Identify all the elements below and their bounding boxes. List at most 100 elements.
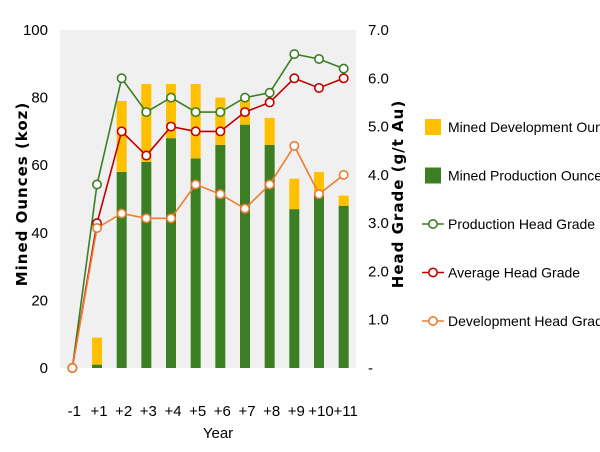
point-average-grade-5: [190, 126, 201, 137]
point-development-grade-3: [141, 213, 152, 224]
bar-production-8: [264, 144, 275, 368]
point-production-grade-4: [166, 92, 177, 103]
point-production-grade-8: [264, 87, 275, 98]
point-development-grade-8: [264, 179, 275, 190]
bar-production-2: [116, 171, 127, 368]
legend-label: Mined Production Ounces: [448, 168, 600, 184]
y-right-tick-label: 1.0: [368, 312, 389, 329]
point-average-grade-6: [215, 126, 226, 137]
y-right-tick-label: 2.0: [368, 263, 389, 280]
point-average-grade-10: [313, 82, 324, 93]
y-right-tick-label: -: [368, 360, 373, 377]
y-left-tick-label: 80: [31, 90, 48, 107]
point-development-grade-6: [215, 189, 226, 200]
point-average-grade-11: [338, 73, 349, 84]
bar-production-1: [92, 364, 102, 368]
point-average-grade-8: [264, 97, 275, 108]
bar-development-8: [264, 117, 275, 145]
x-tick-label: -1: [68, 403, 81, 420]
y-right-tick-label: 7.0: [368, 22, 389, 39]
lines-layer: [67, 49, 349, 373]
x-axis-title: Year: [203, 425, 233, 442]
point-average-grade-3: [141, 150, 152, 161]
y-left-tick-label: 60: [31, 157, 48, 174]
legend-label: Average Head Grade: [448, 265, 580, 281]
plot-background: [60, 30, 356, 368]
x-tick-label: +3: [140, 403, 157, 420]
point-average-grade-2: [116, 126, 127, 137]
y-left-tick-label: 100: [23, 22, 48, 39]
legend: Mined Development Ounces Mined Production…: [422, 119, 600, 329]
bar-production-4: [166, 138, 176, 368]
y-left-tick-label: 20: [31, 292, 48, 309]
bar-development-4: [166, 84, 176, 139]
legend-swatch: [425, 119, 441, 135]
y-right-tick-label: 3.0: [368, 215, 389, 232]
legend-swatch: [425, 167, 441, 184]
bar-production-5: [190, 158, 201, 368]
legend-label: Mined Development Ounces: [448, 119, 600, 135]
bar-development-2: [116, 100, 127, 172]
legend-marker: [427, 267, 438, 278]
point-production-grade-1: [92, 179, 103, 190]
point-average-grade-7: [240, 107, 251, 118]
point-production-grade-7: [240, 92, 251, 103]
x-tick-label: +2: [115, 403, 132, 420]
y-right-tick-label: 6.0: [368, 70, 389, 87]
y-left-tick-label: 0: [40, 360, 48, 377]
bar-development-10: [314, 171, 324, 196]
legend-label: Production Head Grade: [448, 216, 595, 232]
point-production-grade-11: [338, 63, 349, 74]
point-development-grade-2: [116, 208, 127, 219]
x-tick-label: +8: [263, 403, 280, 420]
bar-production-10: [314, 195, 324, 368]
x-tick-label: +10: [308, 403, 333, 420]
legend-marker: [427, 315, 438, 326]
x-tick-label: +7: [238, 403, 255, 420]
axes-layer: 0 20 40 60 80 100 - 1.0 2.0 3.0 4.0 5.0 6.0 7.0 -1 +1 +2…: [23, 22, 389, 420]
point-production-grade-3: [141, 107, 152, 118]
x-tick-label: +1: [90, 403, 107, 420]
legend-label: Development Head Grade: [448, 313, 600, 329]
point-production-grade-9: [289, 49, 300, 60]
point-average-grade-4: [166, 121, 177, 132]
bar-production-11: [338, 205, 349, 368]
bar-development-11: [338, 195, 349, 206]
bar-development-3: [141, 84, 152, 162]
bar-production-6: [215, 144, 226, 368]
x-tick-label: +11: [333, 403, 357, 420]
bar-production-3: [141, 161, 152, 368]
point-production-grade-2: [116, 73, 127, 84]
point-production-grade-10: [313, 53, 324, 64]
point-production-grade-5: [190, 107, 201, 118]
bar-production-9: [289, 209, 300, 368]
y-axis-right-title: Head Grade (g/t Au): [389, 100, 407, 288]
point-development-grade-0: [67, 362, 78, 373]
point-development-grade-9: [289, 140, 300, 151]
bar-development-9: [289, 178, 300, 210]
bar-development-5: [190, 84, 201, 159]
point-average-grade-9: [289, 73, 300, 84]
point-development-grade-7: [240, 203, 251, 214]
y-right-tick-label: 4.0: [368, 167, 389, 184]
x-tick-label: +4: [164, 403, 181, 420]
point-development-grade-5: [190, 179, 201, 190]
legend-marker: [427, 219, 438, 230]
point-development-grade-4: [166, 213, 177, 224]
y-left-tick-label: 40: [31, 225, 48, 242]
point-development-grade-1: [92, 222, 103, 233]
x-tick-label: +6: [214, 403, 231, 420]
y-right-tick-label: 5.0: [368, 119, 389, 136]
point-production-grade-6: [215, 107, 226, 118]
x-tick-label: +5: [189, 403, 206, 420]
point-development-grade-10: [313, 189, 324, 200]
x-tick-label: +9: [288, 403, 305, 420]
bar-development-6: [215, 97, 226, 145]
point-development-grade-11: [338, 169, 349, 180]
bars-layer: [92, 84, 349, 368]
y-axis-left-title: Mined Ounces (koz): [13, 102, 31, 287]
bar-production-7: [240, 124, 250, 368]
bar-development-1: [92, 337, 102, 365]
